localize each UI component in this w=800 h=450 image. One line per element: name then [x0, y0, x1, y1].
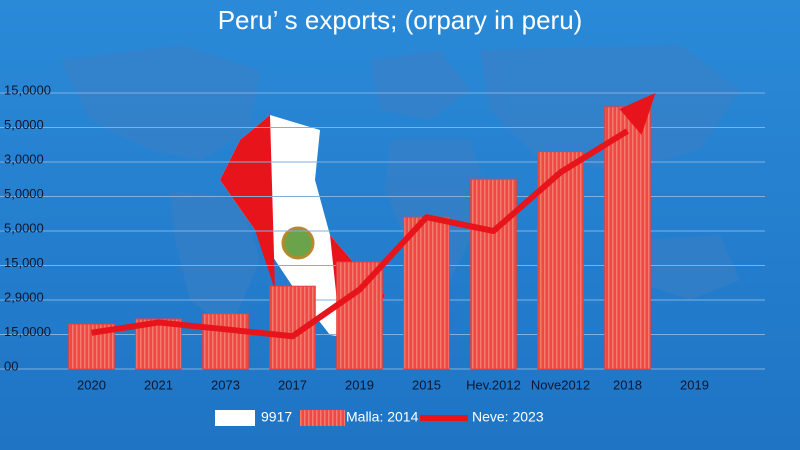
x-tick-label: 2015: [412, 377, 441, 392]
x-tick-label: Hev.2012: [466, 377, 521, 392]
y-tick-label: 3,0000: [4, 151, 44, 166]
bar: [336, 261, 383, 370]
x-tick-label: 2019: [345, 377, 374, 392]
x-tick-label: 2021: [144, 377, 173, 392]
x-tick-label: Nove2012: [531, 377, 590, 392]
bar: [202, 313, 249, 370]
y-tick-label: 00: [4, 358, 18, 373]
y-tick-label: 15,000: [4, 255, 44, 270]
y-tick-label: 5,0000: [4, 220, 44, 235]
legend-swatch: [300, 410, 345, 426]
y-tick-label: 2,9000: [4, 289, 44, 304]
chart-title: Peru’ s exports; (orpary in peru): [218, 5, 583, 35]
y-tick-label: 5,0000: [4, 117, 44, 132]
x-tick-label: 2020: [77, 377, 106, 392]
legend-label: Malla: 2014: [346, 409, 419, 425]
line: [91, 128, 630, 340]
arrow-head: [619, 92, 656, 135]
world-map: [60, 45, 740, 330]
bar: [403, 216, 450, 370]
bar: [470, 178, 517, 370]
x-tick-label: 2073: [211, 377, 240, 392]
y-tick-label: 15,0000: [4, 324, 51, 339]
y-tick-label: 15,0000: [4, 82, 51, 97]
x-tick-label: 2017: [278, 377, 307, 392]
bar: [604, 106, 651, 370]
legend-swatch: [215, 410, 255, 426]
x-tick-label: 2019: [680, 377, 709, 392]
legend-label: Neve: 2023: [472, 409, 544, 425]
x-tick-label: 2018: [613, 377, 642, 392]
legend-label: 9917: [261, 409, 292, 425]
bar: [537, 151, 584, 370]
y-tick-label: 5,0000: [4, 186, 44, 201]
